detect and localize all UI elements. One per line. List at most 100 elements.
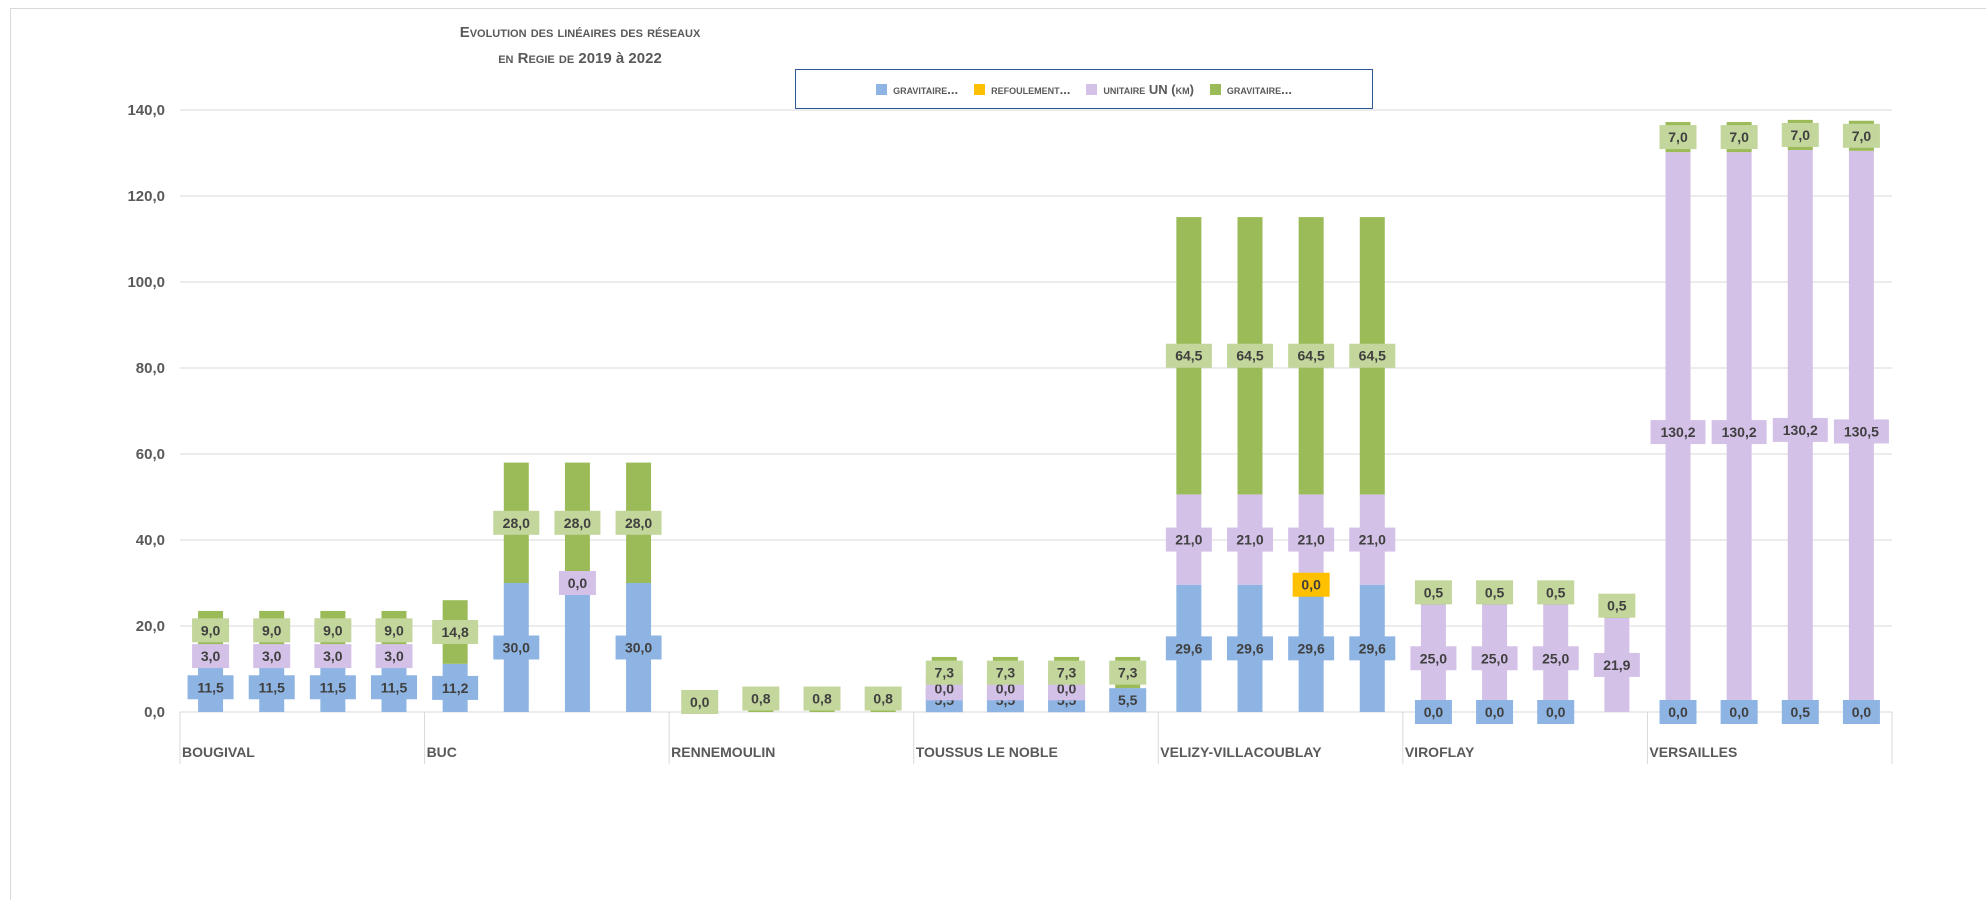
chart-title-prefix: en Regie de [498, 50, 579, 67]
data-label-box [1532, 646, 1579, 671]
data-label: 7,0 [1729, 129, 1749, 145]
data-label: 0,5 [1546, 584, 1566, 600]
data-label: 9,0 [323, 622, 343, 638]
data-label: 28,0 [564, 515, 591, 531]
data-label-box [187, 675, 234, 700]
y-tick-label: 0,0 [144, 704, 165, 721]
data-label-box [1410, 646, 1457, 671]
data-label-box [1720, 125, 1758, 150]
data-label: 64,5 [1359, 348, 1386, 364]
data-label-box [1288, 343, 1335, 368]
data-label-box [493, 635, 540, 660]
data-label-box [1772, 417, 1828, 442]
data-label: 130,2 [1722, 424, 1757, 440]
data-label: 7,3 [1057, 665, 1077, 681]
data-label: 0,8 [812, 691, 832, 707]
data-label-box [1781, 700, 1819, 724]
data-label-box [1414, 580, 1452, 605]
chart-title-text: Evolution des linéaires des réseaux [459, 24, 701, 41]
data-label-box [615, 510, 662, 535]
data-label: 21,0 [1236, 532, 1263, 548]
category-label: VERSAILLES [1649, 744, 1737, 760]
data-label: 0,0 [1301, 577, 1321, 593]
data-label-box [1165, 527, 1212, 552]
data-label-box [1720, 700, 1758, 724]
data-label-box [192, 644, 230, 669]
data-label: 0,0 [1668, 704, 1688, 720]
data-label: 11,5 [320, 679, 347, 695]
legend-item-series-3: unitaire UN (km) [1086, 82, 1194, 97]
data-label: 25,0 [1542, 650, 1569, 666]
data-label: 25,0 [1420, 650, 1447, 666]
data-label: 0,0 [690, 694, 710, 710]
data-label: 11,5 [258, 679, 285, 695]
data-label-box [558, 571, 596, 595]
legend-swatch-yellow [974, 83, 986, 95]
data-label-box [1598, 593, 1636, 618]
data-label-box [864, 686, 902, 711]
data-label-box [314, 644, 352, 669]
data-label-box [1349, 527, 1396, 552]
data-label: 0,0 [1852, 704, 1872, 720]
data-label: 0,0 [1546, 704, 1566, 720]
data-label-box [1048, 660, 1086, 685]
data-label-box [1288, 527, 1335, 552]
data-label-box [375, 618, 413, 643]
data-label: 29,6 [1236, 640, 1263, 656]
data-label-box [1659, 700, 1697, 724]
category-label: BUC [427, 744, 457, 760]
data-label-box [1288, 636, 1335, 661]
data-label-box [925, 660, 963, 685]
data-label-box [554, 510, 601, 535]
data-label-box [253, 618, 291, 643]
data-label: 64,5 [1175, 348, 1202, 364]
data-label-box [1165, 636, 1212, 661]
data-label-box [314, 618, 352, 643]
data-label: 28,0 [503, 515, 530, 531]
data-label-box [1537, 580, 1575, 605]
data-label: 21,0 [1175, 532, 1202, 548]
data-label: 9,0 [201, 622, 221, 638]
data-label: 30,0 [625, 640, 652, 656]
y-tick-label: 20,0 [136, 618, 165, 635]
category-label: BOUGIVAL [182, 744, 255, 760]
legend-label: gravitaire... [1226, 81, 1292, 97]
category-label: VELIZY-VILLACOUBLAY [1160, 744, 1322, 760]
data-label-box [432, 620, 479, 645]
data-label-box [1842, 700, 1880, 724]
data-label: 5,5 [1118, 692, 1138, 708]
data-label: 0,5 [1485, 584, 1505, 600]
category-label: TOUSSUS LE NOBLE [916, 744, 1058, 760]
data-label-box [248, 675, 295, 700]
data-label-box [309, 675, 356, 700]
data-label: 11,5 [197, 679, 224, 695]
data-label-box [1833, 419, 1889, 444]
data-label: 30,0 [503, 640, 530, 656]
data-label: 7,0 [1852, 128, 1872, 144]
y-tick-label: 120,0 [127, 188, 165, 205]
data-label: 29,6 [1175, 640, 1202, 656]
data-label: 21,9 [1603, 657, 1630, 673]
data-label: 0,0 [1424, 704, 1444, 720]
data-label: 0,5 [1424, 584, 1444, 600]
data-label-box [1349, 343, 1396, 368]
data-label-box [253, 644, 291, 669]
data-label: 0,5 [1791, 704, 1811, 720]
chart-title-years: 2019 à 2022 [578, 50, 662, 67]
data-label-box [1711, 420, 1767, 445]
legend-label: unitaire UN (km) [1103, 81, 1194, 97]
data-label-box [803, 686, 841, 711]
data-label-box [1781, 122, 1819, 147]
legend-item-series-2: refoulement... [974, 82, 1070, 97]
data-label: 11,2 [442, 680, 469, 696]
data-label: 9,0 [384, 622, 404, 638]
data-label-box [1292, 572, 1330, 597]
data-label: 0,8 [751, 691, 771, 707]
legend-item-series-4: gravitaire... [1209, 81, 1292, 97]
bar-segment [564, 583, 590, 712]
data-label-box [615, 635, 662, 660]
y-tick-label: 60,0 [136, 446, 165, 463]
data-label-box [1414, 700, 1452, 724]
data-label-box [1227, 343, 1273, 368]
